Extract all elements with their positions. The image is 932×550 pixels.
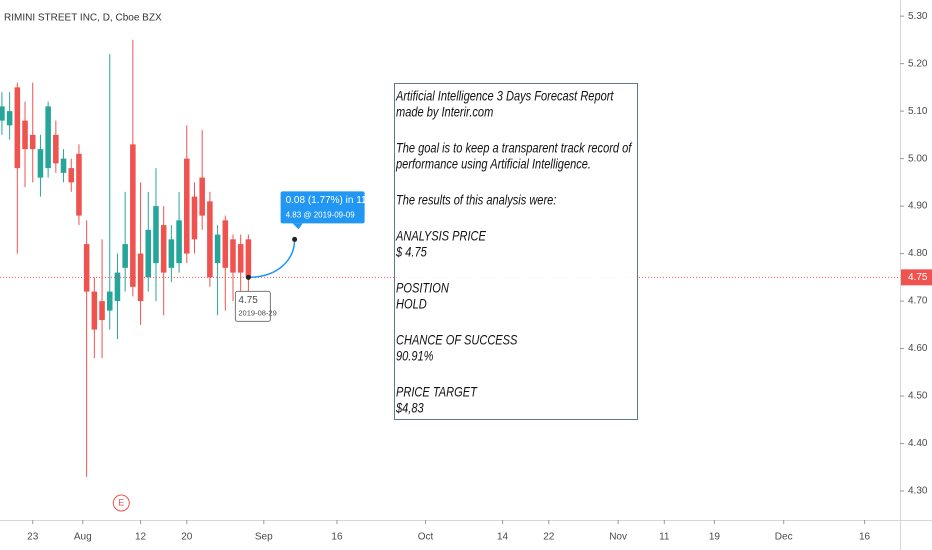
start-callout [234, 290, 271, 322]
candle-body [83, 244, 90, 292]
y-tick-label: 4.70 [908, 296, 928, 307]
report-line: 90.91% [396, 349, 434, 364]
candle-body [207, 201, 213, 278]
candle-body [114, 272, 121, 302]
candle-body [130, 144, 136, 287]
y-tick-label: 5.20 [908, 58, 928, 69]
candle-body [245, 239, 252, 278]
report-line: Artificial Intelligence 3 Days Forecast … [395, 89, 614, 104]
report-line: CHANCE OF SUCCESS [396, 333, 518, 348]
y-tick-label: 4.50 [908, 391, 928, 402]
x-tick-label: Nov [609, 532, 627, 543]
candle-body [29, 134, 36, 150]
earnings-label: E [118, 497, 124, 507]
forecast-sublabel: 4.83 @ 2019-09-09 [286, 210, 356, 219]
candle-body [137, 253, 144, 302]
candle-body [153, 206, 159, 264]
candle-body [99, 301, 105, 321]
report-box [394, 83, 638, 420]
x-tick-label: 16 [331, 532, 343, 543]
report-line: The goal is to keep a transparent track … [396, 141, 633, 156]
candle-body [0, 106, 5, 121]
candle-body [91, 291, 98, 330]
report-line: made by Interir.com [396, 105, 493, 120]
x-tick-label: 14 [497, 532, 509, 543]
candle-body [6, 111, 13, 126]
report-line: PRICE TARGET [396, 385, 478, 400]
y-tick-label: 4.40 [908, 438, 928, 449]
candle-body [160, 225, 167, 273]
candle-body [45, 106, 51, 169]
report-line: $ 4.75 [395, 245, 427, 260]
x-tick-label: 12 [135, 532, 147, 543]
x-tick-label: Dec [775, 532, 793, 543]
forecast-start [245, 274, 251, 280]
y-tick-label: 5.00 [908, 153, 928, 164]
earnings-marker [112, 494, 130, 512]
start-callout-date: 2019-08-29 [238, 308, 276, 317]
x-tick-label: Oct [418, 532, 434, 543]
candle-body [145, 229, 152, 278]
candle-body [168, 239, 175, 268]
candle-body [237, 244, 244, 273]
start-callout-value: 4.75 [238, 295, 258, 306]
forecast-pointer [292, 223, 303, 230]
forecast-box [280, 191, 365, 224]
y-tick-label: 4.30 [908, 486, 928, 497]
report-line: POSITION [396, 281, 449, 296]
last-price-label: 4.75 [908, 272, 928, 283]
candle-body [230, 239, 236, 273]
x-tick-label: 20 [181, 532, 193, 543]
candle-body [37, 149, 44, 178]
chart-title: RIMINI STREET INC, D, Cboe BZX [4, 13, 162, 24]
candle-body [222, 220, 229, 268]
candle-body [14, 87, 21, 169]
candle-body [53, 134, 59, 164]
x-tick-label: Aug [74, 532, 92, 543]
x-tick-label: 19 [709, 532, 721, 543]
forecast-end [292, 236, 298, 242]
report-line: HOLD [396, 297, 427, 312]
report-text: Artificial Intelligence 3 Days Forecast … [395, 89, 633, 416]
forecast-label: 0.08 (1.77%) in 11d [286, 195, 373, 206]
last-price-badge [901, 269, 932, 286]
candle-body [106, 291, 113, 311]
candle-body [122, 244, 128, 268]
candle-body [22, 120, 28, 150]
candle-body [214, 234, 221, 264]
x-tick-label: 22 [543, 532, 555, 543]
forecast-curve [248, 239, 296, 279]
x-tick-label: 16 [859, 532, 871, 543]
x-tick-label: 11 [659, 532, 670, 543]
candle-body [60, 158, 67, 173]
report-line: ANALYSIS PRICE [395, 229, 487, 244]
y-tick-label: 5.30 [908, 11, 928, 22]
candle-body [68, 168, 75, 183]
report-line: $4,83 [395, 401, 424, 416]
x-tick-label: 23 [27, 532, 39, 543]
report-line: performance using Artificial Intelligenc… [395, 157, 591, 172]
report-line: The results of this analysis were: [396, 193, 556, 208]
candle-body [184, 158, 190, 254]
candle-body [199, 177, 205, 216]
candle-body [191, 196, 198, 240]
candle-body [176, 220, 182, 264]
y-tick-label: 5.10 [908, 106, 928, 117]
candle-body [76, 153, 82, 216]
x-tick-label: Sep [255, 532, 273, 543]
y-tick-label: 4.80 [908, 248, 928, 259]
y-tick-label: 4.90 [908, 201, 928, 212]
y-tick-label: 4.60 [908, 343, 928, 354]
